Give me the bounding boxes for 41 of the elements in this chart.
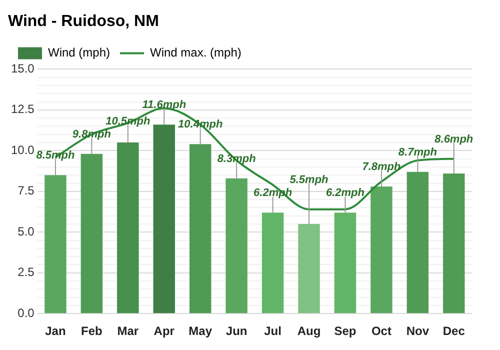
bar	[153, 124, 175, 314]
x-tick-label: Mar	[117, 324, 139, 338]
y-tick-label: 7.5	[18, 184, 35, 198]
y-tick-label: 0.0	[18, 306, 35, 320]
data-label: 8.6mph	[434, 133, 474, 146]
y-tick-label: 2.5	[18, 265, 35, 280]
chart-title: Wind - Ruidoso, NM	[8, 13, 159, 30]
data-label: 5.5mph	[290, 174, 329, 186]
x-tick-label: Jan	[45, 324, 66, 338]
data-label: 8.7mph	[398, 146, 438, 158]
legend-label: Wind max. (mph)	[150, 46, 242, 60]
bar	[406, 172, 429, 314]
legend-label: Wind (mph)	[48, 46, 110, 60]
bar	[226, 178, 248, 314]
y-tick-label: 5.0	[18, 224, 35, 238]
bar	[80, 154, 103, 314]
data-label: 11.6mph	[142, 99, 186, 112]
x-tick-label: Aug	[297, 324, 321, 338]
y-tick-label: 15.0	[10, 62, 35, 76]
bar	[334, 212, 356, 314]
x-tick-label: Nov	[406, 324, 430, 338]
x-tick-label: Oct	[371, 324, 392, 338]
bar	[262, 212, 284, 314]
bar	[117, 142, 139, 314]
x-tick-label: Jul	[264, 324, 282, 338]
y-tick-label: 12.5	[10, 102, 35, 116]
bar	[189, 144, 212, 314]
bar	[443, 173, 465, 314]
data-label: 8.5mph	[36, 150, 75, 162]
x-tick-label: Sep	[334, 324, 356, 338]
x-tick-label: Dec	[442, 324, 466, 338]
bar	[298, 224, 320, 314]
x-tick-label: May	[188, 324, 212, 338]
x-tick-label: Apr	[154, 324, 175, 338]
x-tick-label: Jun	[226, 324, 248, 338]
bar	[44, 175, 66, 314]
y-tick-label: 10.0	[10, 142, 35, 157]
data-label: 7.8mph	[362, 161, 401, 174]
data-label: 6.2mph	[326, 187, 365, 200]
x-tick-label: Feb	[81, 324, 102, 338]
bar	[370, 186, 392, 314]
